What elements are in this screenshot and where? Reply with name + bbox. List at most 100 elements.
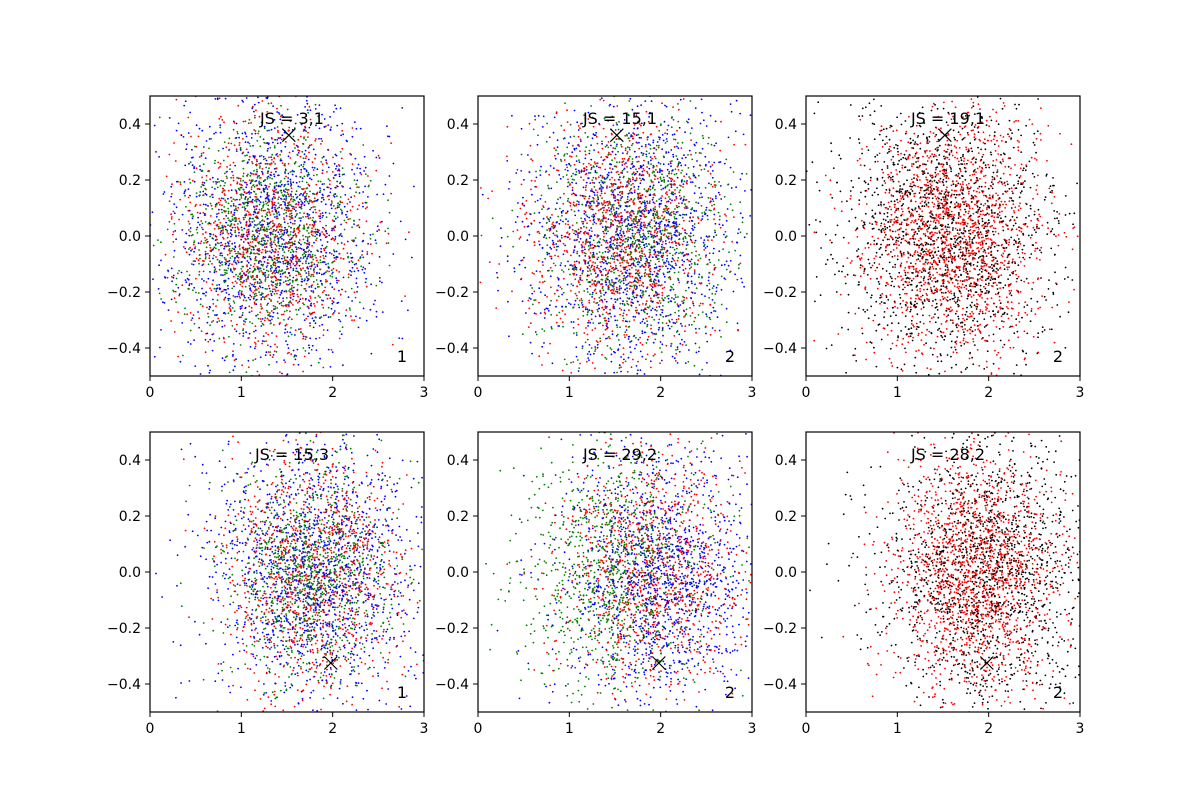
data-point [260, 325, 263, 327]
data-point [310, 178, 313, 181]
data-point [251, 271, 254, 274]
data-point [666, 257, 668, 260]
data-point [322, 233, 325, 236]
data-point [248, 305, 251, 308]
data-point [661, 329, 664, 332]
data-point [261, 215, 263, 218]
data-point [668, 241, 671, 244]
data-point [322, 299, 324, 302]
data-point [268, 222, 270, 225]
data-point [289, 262, 291, 265]
data-point [300, 203, 303, 206]
data-point [294, 161, 297, 163]
data-point [290, 182, 292, 185]
data-point [328, 270, 330, 273]
data-point [302, 335, 305, 338]
data-point [655, 228, 658, 231]
data-point [223, 281, 226, 284]
data-point [289, 282, 291, 285]
data-point [648, 202, 651, 205]
data-point [285, 289, 287, 292]
data-point [654, 206, 656, 208]
data-point [284, 331, 286, 334]
data-point [284, 168, 287, 171]
data-point [652, 141, 655, 144]
data-point [249, 200, 252, 203]
data-point [218, 117, 221, 120]
data-point [653, 239, 655, 242]
data-point [231, 247, 234, 250]
data-point [288, 290, 290, 292]
data-point [302, 370, 304, 373]
data-point [531, 272, 534, 274]
data-point [260, 270, 263, 272]
data-point [351, 319, 353, 322]
data-point [729, 203, 732, 206]
data-point [180, 271, 183, 274]
data-point [306, 229, 308, 232]
data-point [252, 144, 254, 147]
data-point [269, 322, 272, 325]
data-point [303, 161, 306, 164]
data-point [285, 195, 288, 198]
data-point [267, 102, 270, 105]
data-point [299, 247, 301, 250]
data-point [255, 109, 257, 112]
data-point [315, 256, 318, 259]
data-point [288, 203, 290, 206]
data-point [635, 365, 638, 367]
data-point [278, 206, 280, 209]
data-point [329, 275, 332, 277]
data-point [313, 241, 315, 244]
data-point [291, 170, 293, 173]
data-point [221, 261, 223, 263]
data-point [322, 226, 324, 229]
data-point [190, 263, 193, 265]
data-point [388, 211, 391, 214]
data-point [706, 340, 709, 343]
data-point [301, 180, 304, 183]
data-point [660, 197, 662, 200]
data-point [293, 243, 296, 246]
data-point [266, 111, 269, 113]
data-point [622, 250, 625, 253]
data-point [367, 175, 369, 177]
data-point [626, 152, 628, 155]
data-point [273, 186, 276, 189]
data-point [296, 262, 298, 264]
data-point [590, 168, 593, 171]
data-point [661, 311, 664, 314]
data-point [357, 259, 360, 261]
data-point [245, 371, 248, 374]
data-point [287, 129, 290, 132]
data-point [253, 226, 256, 229]
data-point [524, 213, 526, 216]
data-point [570, 283, 573, 285]
data-point [246, 183, 248, 186]
data-point [264, 249, 267, 252]
data-point [320, 282, 323, 285]
data-point [331, 351, 334, 353]
data-point [537, 134, 539, 137]
data-point [223, 311, 226, 314]
data-point [583, 210, 586, 212]
data-point [308, 249, 311, 252]
data-point [283, 212, 285, 215]
data-point [252, 359, 255, 362]
data-point [252, 173, 255, 176]
data-point [598, 300, 601, 302]
data-point [329, 316, 332, 318]
data-point [617, 348, 620, 350]
data-point [531, 287, 533, 289]
data-point [266, 201, 269, 204]
data-point [280, 180, 282, 182]
data-point [258, 268, 260, 271]
data-point [578, 203, 580, 206]
data-point [376, 225, 379, 228]
data-point [554, 154, 556, 157]
data-point [351, 168, 353, 171]
data-point [339, 151, 342, 153]
data-point [283, 290, 286, 293]
data-point [538, 281, 541, 283]
data-point [236, 323, 238, 326]
